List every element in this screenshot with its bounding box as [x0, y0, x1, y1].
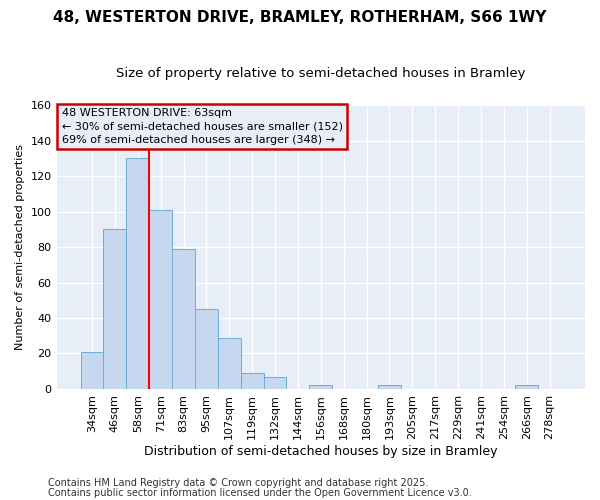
Bar	[241, 373, 263, 389]
Bar	[127, 158, 149, 389]
X-axis label: Distribution of semi-detached houses by size in Bramley: Distribution of semi-detached houses by …	[144, 444, 497, 458]
Bar	[218, 338, 241, 389]
Text: Contains public sector information licensed under the Open Government Licence v3: Contains public sector information licen…	[48, 488, 472, 498]
Title: Size of property relative to semi-detached houses in Bramley: Size of property relative to semi-detach…	[116, 68, 526, 80]
Bar	[515, 386, 538, 389]
Bar	[378, 386, 401, 389]
Bar	[263, 376, 286, 389]
Text: 48, WESTERTON DRIVE, BRAMLEY, ROTHERHAM, S66 1WY: 48, WESTERTON DRIVE, BRAMLEY, ROTHERHAM,…	[53, 10, 547, 25]
Y-axis label: Number of semi-detached properties: Number of semi-detached properties	[15, 144, 25, 350]
Bar	[103, 230, 127, 389]
Bar	[195, 309, 218, 389]
Bar	[149, 210, 172, 389]
Bar	[310, 386, 332, 389]
Bar	[172, 249, 195, 389]
Text: Contains HM Land Registry data © Crown copyright and database right 2025.: Contains HM Land Registry data © Crown c…	[48, 478, 428, 488]
Bar	[80, 352, 103, 389]
Text: 48 WESTERTON DRIVE: 63sqm
← 30% of semi-detached houses are smaller (152)
69% of: 48 WESTERTON DRIVE: 63sqm ← 30% of semi-…	[62, 108, 343, 144]
